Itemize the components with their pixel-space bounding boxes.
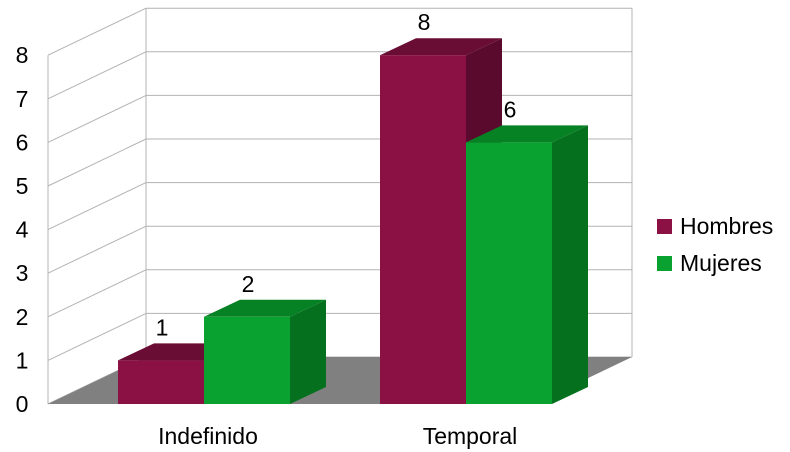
y-axis: 0 1 2 3 4 5 6 7 8 [16, 42, 29, 417]
y-tick-label: 8 [16, 42, 29, 68]
y-tick-label: 0 [16, 391, 29, 417]
gridline-side [47, 182, 147, 231]
bar-side [290, 299, 326, 404]
x-tick-label: Indefinido [158, 423, 258, 449]
legend: Hombres Mujeres [657, 213, 773, 276]
bar-side [552, 125, 588, 405]
bar-top [204, 299, 326, 317]
gridline-side [47, 312, 147, 361]
legend-swatch [657, 256, 672, 271]
legend-swatch [657, 219, 672, 234]
gridline-side [47, 7, 147, 56]
bar-front [466, 142, 552, 404]
bar-front [204, 316, 290, 404]
data-label: 2 [242, 271, 255, 297]
gridline-side [47, 51, 147, 100]
gridline-side [47, 269, 147, 318]
y-tick-label: 5 [16, 173, 29, 199]
y-tick-label: 1 [16, 347, 29, 373]
bar-front [118, 360, 204, 404]
bars [118, 38, 588, 405]
legend-label: Mujeres [680, 250, 762, 276]
y-tick-label: 4 [16, 217, 29, 243]
data-label: 8 [418, 9, 431, 35]
gridline-side [47, 225, 147, 274]
gridline-side [47, 94, 147, 143]
bar-top [466, 125, 588, 143]
bar-front [380, 55, 466, 404]
gridline-side [47, 138, 147, 187]
y-tick-label: 7 [16, 86, 29, 112]
x-axis: Indefinido Temporal [158, 423, 517, 449]
data-label: 6 [504, 96, 517, 122]
y-tick-label: 6 [16, 129, 29, 155]
y-tick-label: 3 [16, 260, 29, 286]
data-labels: 1 2 8 6 [156, 9, 517, 340]
data-label: 1 [156, 314, 169, 340]
y-tick-label: 2 [16, 304, 29, 330]
bar [204, 299, 326, 404]
legend-label: Hombres [680, 213, 773, 239]
x-tick-label: Temporal [423, 423, 518, 449]
bar [466, 125, 588, 405]
bar-top [380, 38, 502, 56]
